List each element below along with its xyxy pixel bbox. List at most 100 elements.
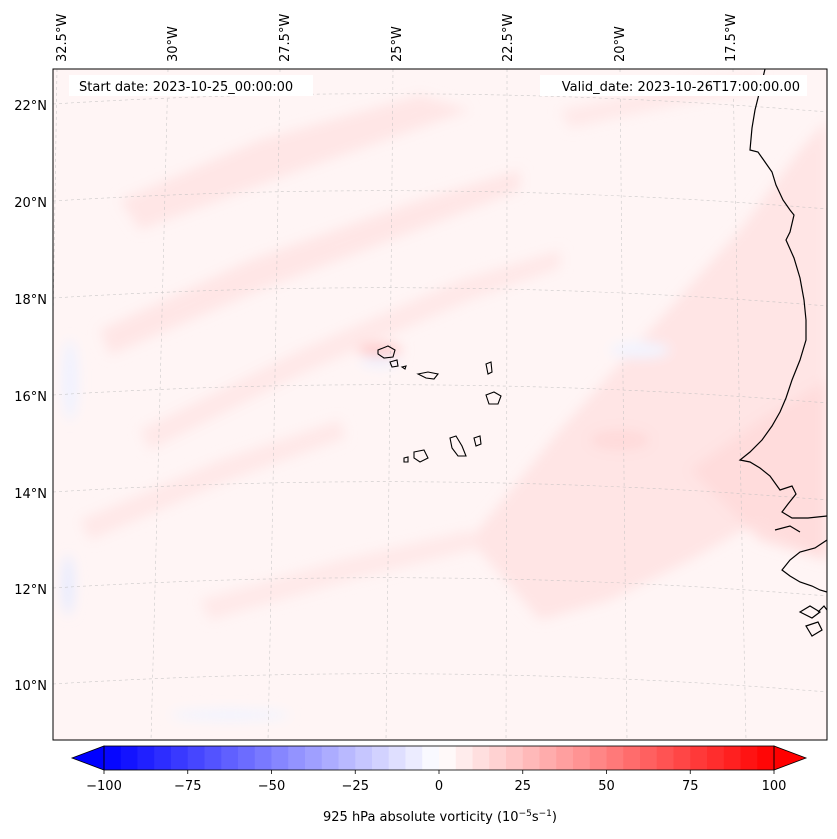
negative-vorticity-patch	[170, 709, 290, 721]
negative-vorticity-patch	[610, 342, 670, 358]
negative-vorticity-patch	[360, 357, 400, 367]
colorbar-cell	[372, 746, 390, 770]
colorbar-extend-max	[773, 745, 808, 771]
positive-vorticity-streak	[200, 530, 480, 620]
positive-vorticity-streak	[80, 420, 345, 540]
colorbar-cell	[707, 746, 725, 770]
colorbar-cell	[422, 746, 440, 770]
parallel-line	[53, 287, 827, 307]
island-sal	[485, 361, 493, 375]
latitude-label: 20°N	[14, 196, 47, 211]
colorbar-cell	[455, 746, 473, 770]
colorbar-cell	[204, 746, 222, 770]
colorbar-cell	[556, 746, 574, 770]
colorbar-cell	[271, 746, 289, 770]
colorbar-tick-label: 0	[435, 779, 443, 794]
colorbar-extend-min	[70, 745, 105, 771]
colorbar-cell	[221, 746, 239, 770]
longitude-label: 30°W	[166, 26, 181, 62]
island-maio	[473, 435, 482, 447]
colorbar-cells	[104, 746, 775, 770]
colorbar-cell	[154, 746, 172, 770]
colorbar-cell	[656, 746, 674, 770]
colorbar-cell	[439, 746, 457, 770]
latitude-label: 14°N	[14, 487, 47, 502]
bissagos-coast	[798, 605, 827, 637]
island-fogo	[413, 449, 429, 463]
latitude-labels: 22°N 20°N 18°N 16°N 14°N 12°N 10°N	[14, 99, 47, 694]
colorbar-cell	[539, 746, 557, 770]
valid-date-box	[540, 75, 807, 96]
parallel-line	[53, 93, 827, 113]
latitude-label: 12°N	[14, 583, 47, 598]
colorbar-cell	[740, 746, 758, 770]
positive-vorticity-streak	[120, 95, 470, 230]
positive-vorticity-patch	[358, 344, 402, 356]
negative-vorticity-patch	[62, 555, 74, 615]
colorbar-cell	[187, 746, 205, 770]
positive-vorticity-streak	[140, 250, 560, 450]
longitude-label: 20°W	[613, 26, 628, 62]
colorbar-cell	[238, 746, 256, 770]
cape-verde-islands	[377, 345, 502, 463]
colorbar-cell	[506, 746, 524, 770]
island-sao-vicente	[389, 359, 399, 368]
latitude-label: 22°N	[14, 99, 47, 114]
colorbar-ticks: −100 −75 −50 −25 0 25 50 75 100	[86, 770, 786, 794]
longitude-label: 22.5°W	[501, 14, 516, 62]
africa-coastline	[738, 69, 827, 519]
colorbar-cell	[690, 746, 708, 770]
vorticity-shading	[62, 75, 827, 721]
colorbar-cell	[288, 746, 306, 770]
gridlines	[53, 69, 827, 740]
africa-coastline-south	[781, 539, 827, 593]
colorbar-cell	[673, 746, 691, 770]
colorbar-cell	[606, 746, 624, 770]
colorbar-label: 925 hPa absolute vorticity (10−5s−1)	[323, 809, 557, 825]
vorticity-field	[53, 69, 827, 740]
colorbar-cell	[723, 746, 741, 770]
map-panel: Start date: 2023-10-25_00:00:00 Valid_da…	[52, 68, 828, 741]
parallel-line	[53, 577, 827, 597]
colorbar: −100 −75 −50 −25 0 25 50 75 100 925 hPa absolute…	[70, 745, 808, 825]
colorbar-cell	[321, 746, 339, 770]
negative-vorticity-patch	[62, 340, 78, 420]
latitude-label: 18°N	[14, 293, 47, 308]
longitude-labels: 32.5°W 30°W 27.5°W 25°W 22.5°W 20°W 17.5…	[55, 14, 739, 62]
colorbar-cell	[388, 746, 406, 770]
positive-vorticity-streak	[100, 170, 520, 355]
island-brava	[403, 456, 409, 463]
colorbar-cell	[757, 746, 775, 770]
latitude-label: 10°N	[14, 679, 47, 694]
colorbar-cell	[338, 746, 356, 770]
colorbar-cell	[405, 746, 423, 770]
colorbar-tick-label: 50	[598, 779, 615, 794]
positive-vorticity-patch	[590, 430, 650, 450]
longitude-label: 27.5°W	[278, 14, 293, 62]
longitude-label: 32.5°W	[55, 14, 70, 62]
colorbar-cell	[254, 746, 272, 770]
colorbar-cell	[573, 746, 591, 770]
island-santo-antao	[377, 345, 396, 359]
colorbar-cell	[305, 746, 323, 770]
parallel-line	[53, 673, 827, 693]
coastlines	[738, 69, 827, 637]
start-date-label: Start date: 2023-10-25_00:00:00	[79, 80, 293, 95]
positive-vorticity-band	[690, 380, 827, 560]
colorbar-tick-label: −75	[174, 779, 201, 794]
latitude-label: 16°N	[14, 390, 47, 405]
start-date-box	[69, 75, 313, 96]
island-santiago	[449, 435, 467, 457]
colorbar-cell	[472, 746, 490, 770]
colorbar-cell	[522, 746, 540, 770]
colorbar-cell	[623, 746, 641, 770]
longitude-label: 17.5°W	[724, 14, 739, 62]
coast-inlet	[774, 525, 801, 533]
colorbar-cell	[355, 746, 373, 770]
colorbar-cell	[489, 746, 507, 770]
colorbar-cell	[171, 746, 189, 770]
map-frame	[52, 68, 828, 741]
island-sao-nicolau	[416, 371, 439, 380]
colorbar-cell	[120, 746, 138, 770]
longitude-label: 25°W	[390, 26, 405, 62]
